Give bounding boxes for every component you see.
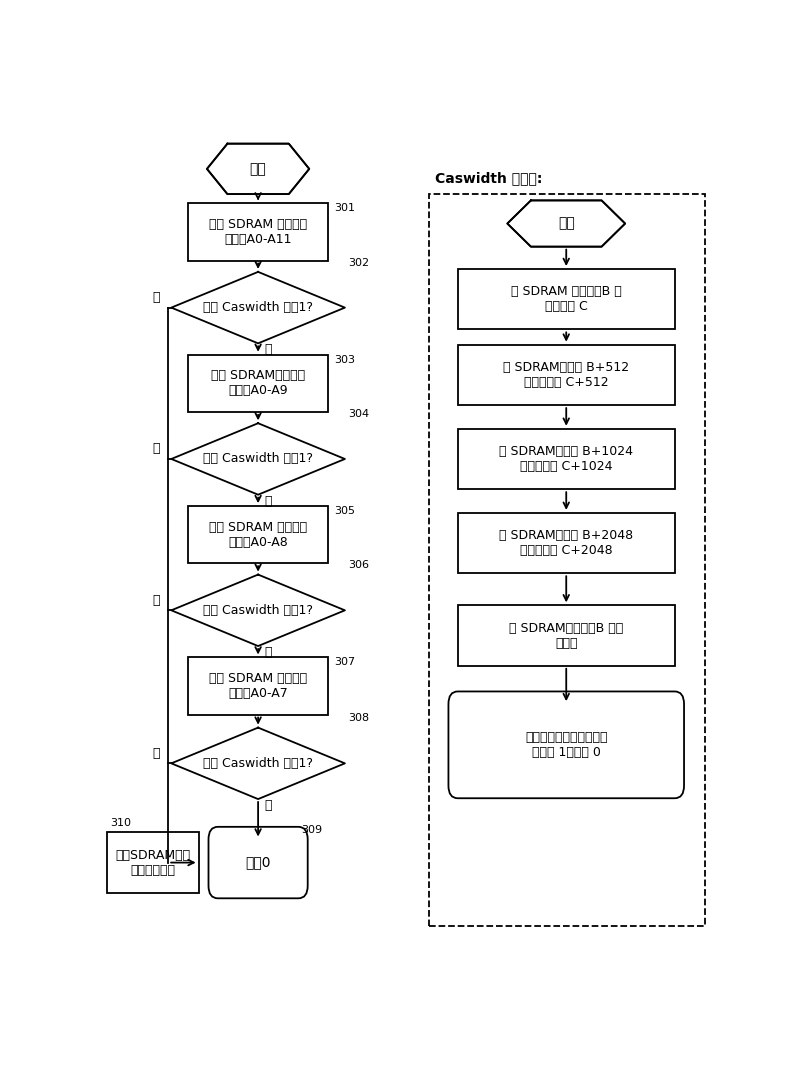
- FancyBboxPatch shape: [449, 691, 684, 798]
- Text: Caswidth 子流程:: Caswidth 子流程:: [435, 171, 542, 186]
- Bar: [107, 832, 198, 893]
- Polygon shape: [171, 272, 345, 343]
- Polygon shape: [171, 424, 345, 495]
- Text: 301: 301: [334, 203, 355, 213]
- Bar: [188, 657, 328, 714]
- Bar: [458, 429, 674, 489]
- Text: 调用 Caswidth 返回1?: 调用 Caswidth 返回1?: [203, 452, 313, 465]
- Text: 309: 309: [302, 826, 322, 835]
- Text: 305: 305: [334, 506, 355, 517]
- Text: 调用 Caswidth 返回1?: 调用 Caswidth 返回1?: [203, 604, 313, 617]
- Bar: [188, 506, 328, 563]
- Polygon shape: [507, 201, 625, 247]
- Bar: [188, 203, 328, 261]
- Polygon shape: [171, 727, 345, 799]
- Bar: [458, 269, 674, 330]
- Text: 307: 307: [334, 657, 355, 667]
- Text: 设置 SDRAM 的列地址
宽度为A0-A8: 设置 SDRAM 的列地址 宽度为A0-A8: [209, 521, 307, 548]
- Text: 开始: 开始: [250, 162, 266, 176]
- Text: 否: 否: [264, 646, 272, 660]
- Text: 是: 是: [153, 747, 160, 760]
- Text: 是: 是: [153, 594, 160, 606]
- Text: 若读回的与写入的数据相
等返回 1，否则 0: 若读回的与写入的数据相 等返回 1，否则 0: [525, 731, 607, 759]
- Text: 否: 否: [264, 344, 272, 356]
- Text: 304: 304: [348, 410, 369, 419]
- Text: 向 SDRAM 起始地址B 处
写入数据 C: 向 SDRAM 起始地址B 处 写入数据 C: [511, 285, 622, 313]
- Text: 从 SDRAM起始地址B 处读
出数据: 从 SDRAM起始地址B 处读 出数据: [509, 621, 623, 650]
- Text: 开始: 开始: [558, 216, 574, 230]
- Bar: [458, 513, 674, 573]
- Text: 否: 否: [264, 495, 272, 508]
- Text: 设置 SDRAM的列地址
宽度为A0-A9: 设置 SDRAM的列地址 宽度为A0-A9: [211, 369, 305, 397]
- Text: 向 SDRAM的地址 B+2048
处写入数据 C+2048: 向 SDRAM的地址 B+2048 处写入数据 C+2048: [499, 529, 634, 557]
- Bar: [188, 355, 328, 412]
- Text: 303: 303: [334, 355, 355, 365]
- Text: 306: 306: [348, 560, 369, 570]
- Text: 308: 308: [348, 713, 369, 723]
- FancyBboxPatch shape: [209, 827, 308, 899]
- Text: 设置 SDRAM 的列地址
宽度为A0-A11: 设置 SDRAM 的列地址 宽度为A0-A11: [209, 218, 307, 246]
- Text: 是: 是: [153, 290, 160, 304]
- Text: 设置 SDRAM 的列地址
宽度为A0-A7: 设置 SDRAM 的列地址 宽度为A0-A7: [209, 672, 307, 700]
- Text: 返回0: 返回0: [246, 855, 271, 869]
- Text: 向 SDRAM的地址 B+1024
处写入数据 C+1024: 向 SDRAM的地址 B+1024 处写入数据 C+1024: [499, 444, 634, 473]
- Polygon shape: [171, 574, 345, 646]
- Text: 302: 302: [348, 258, 369, 268]
- Text: 是: 是: [153, 442, 160, 455]
- Text: 否: 否: [264, 799, 272, 812]
- Text: 调用 Caswidth 返回1?: 调用 Caswidth 返回1?: [203, 757, 313, 770]
- Polygon shape: [207, 144, 310, 194]
- Text: 调用 Caswidth 返回1?: 调用 Caswidth 返回1?: [203, 301, 313, 314]
- Bar: [429, 194, 705, 926]
- Text: 进入SDRAM容量
大小检测流程: 进入SDRAM容量 大小检测流程: [115, 848, 190, 877]
- Bar: [458, 345, 674, 405]
- Text: 向 SDRAM的地址 B+512
处写入数据 C+512: 向 SDRAM的地址 B+512 处写入数据 C+512: [503, 360, 630, 389]
- Bar: [458, 605, 674, 666]
- Text: 310: 310: [110, 818, 131, 828]
